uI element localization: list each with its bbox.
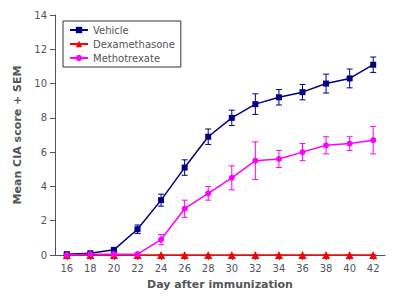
svg-text:34: 34 bbox=[273, 263, 286, 274]
svg-text:40: 40 bbox=[343, 263, 356, 274]
svg-text:32: 32 bbox=[249, 263, 262, 274]
svg-text:24: 24 bbox=[155, 263, 168, 274]
svg-text:10: 10 bbox=[34, 78, 47, 89]
svg-text:Methotrexate: Methotrexate bbox=[93, 53, 160, 64]
svg-text:Dexamethasone: Dexamethasone bbox=[93, 39, 175, 50]
svg-text:38: 38 bbox=[320, 263, 333, 274]
svg-text:42: 42 bbox=[367, 263, 380, 274]
svg-text:14: 14 bbox=[34, 10, 47, 21]
svg-text:16: 16 bbox=[60, 263, 73, 274]
svg-text:8: 8 bbox=[41, 112, 47, 123]
svg-text:12: 12 bbox=[34, 44, 47, 55]
svg-text:6: 6 bbox=[41, 147, 47, 158]
svg-text:26: 26 bbox=[178, 263, 191, 274]
svg-text:Vehicle: Vehicle bbox=[93, 25, 129, 36]
svg-text:28: 28 bbox=[202, 263, 215, 274]
svg-text:Mean CIA score + SEM: Mean CIA score + SEM bbox=[11, 66, 24, 205]
svg-text:22: 22 bbox=[131, 263, 144, 274]
svg-text:20: 20 bbox=[108, 263, 121, 274]
svg-text:36: 36 bbox=[296, 263, 309, 274]
svg-text:4: 4 bbox=[41, 181, 47, 192]
svg-text:18: 18 bbox=[84, 263, 97, 274]
svg-text:2: 2 bbox=[41, 215, 47, 226]
svg-text:30: 30 bbox=[225, 263, 238, 274]
svg-text:Day after immunization: Day after immunization bbox=[147, 278, 293, 291]
svg-text:0: 0 bbox=[41, 250, 47, 261]
